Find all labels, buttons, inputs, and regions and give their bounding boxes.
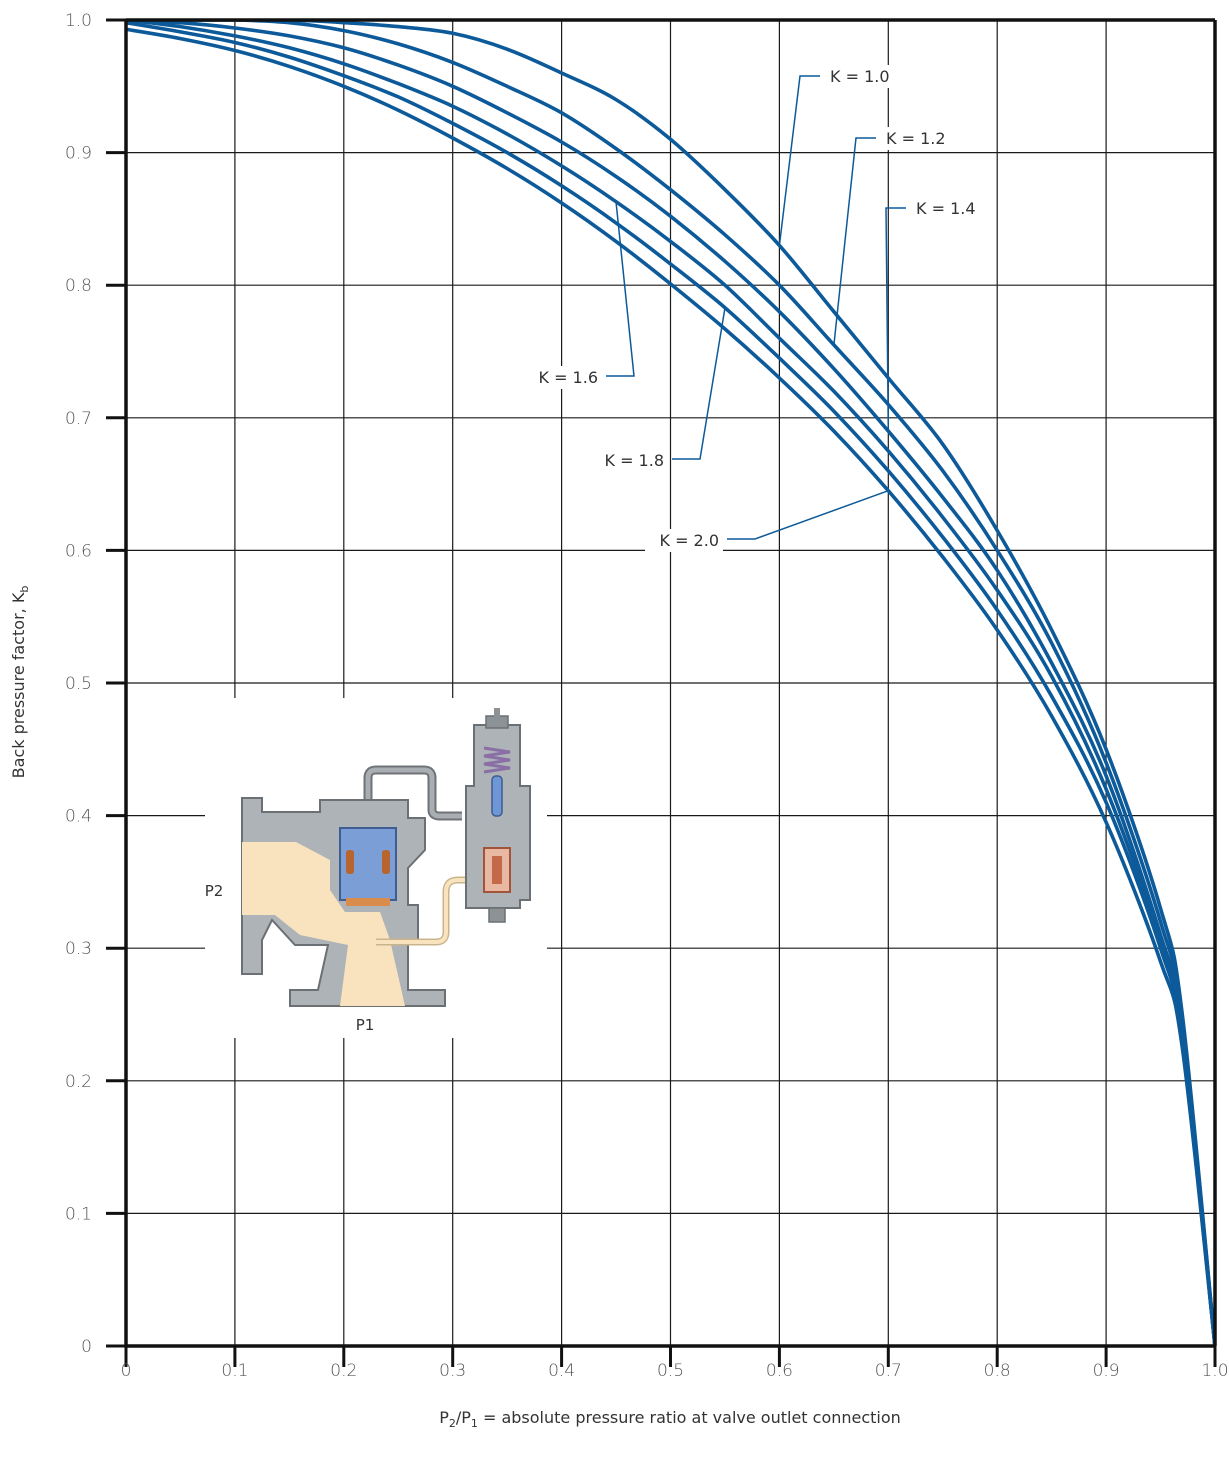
series-line-2 — [126, 20, 1215, 1346]
y-tick-label-2: 0.2 — [65, 1072, 92, 1092]
pilot-spring-icon — [483, 746, 511, 774]
y-tick-label-1: 0.1 — [65, 1204, 92, 1224]
callout-label-bg-2 — [912, 197, 990, 220]
callout-leader-3 — [606, 201, 635, 377]
valve-outlet-label: P2 — [205, 882, 224, 900]
x-axis-title-sub2: 1 — [471, 1417, 478, 1430]
x-tick-label-0: 0 — [121, 1361, 132, 1381]
series-line-3 — [126, 20, 1215, 1346]
y-axis-title-sub: b — [18, 586, 31, 593]
callout-label-5: K = 2.0 — [659, 531, 719, 550]
x-axis-title-main: P — [439, 1408, 449, 1427]
flow-passage-icon — [242, 842, 405, 1006]
callout-leader-5 — [727, 489, 889, 540]
callout-label-bg-0 — [826, 65, 904, 88]
callout-leader-4 — [672, 307, 726, 460]
valve-illustration — [205, 698, 547, 1038]
x-tick-label-3: 0.3 — [439, 1361, 466, 1381]
callouts: K = 1.0 K = 1.2 K = 1.4 K = 1.6 K = 1.8 K = 2… — [524, 65, 990, 552]
callout-leader-0 — [778, 75, 820, 246]
callout-label-1: K = 1.2 — [886, 129, 946, 148]
y-tick-label-5: 0.5 — [65, 674, 92, 694]
series-line-4 — [126, 20, 1215, 1346]
y-tick-label-9: 0.9 — [65, 144, 92, 164]
callout-leader-1 — [833, 137, 876, 345]
axes: 0 0.1 0.2 0.3 0.4 0.5 0.6 0.7 0.8 0.9 1.0 0 0.1 0.2 0.… — [65, 11, 1229, 1381]
x-tick-label-1: 0.1 — [221, 1361, 248, 1381]
x-tick-label-7: 0.7 — [875, 1361, 902, 1381]
y-axis-title: Back pressure factor, Kb — [9, 586, 31, 779]
callout-label-4: K = 1.8 — [604, 451, 664, 470]
series-line-5 — [126, 27, 1215, 1346]
grid-lines — [125, 19, 1216, 1347]
x-axis-title-sub1: 2 — [449, 1417, 456, 1430]
x-tick-label-5: 0.5 — [657, 1361, 684, 1381]
callout-label-0: K = 1.0 — [830, 67, 890, 86]
curves — [126, 20, 1215, 1346]
x-tick-label-9: 0.9 — [1093, 1361, 1120, 1381]
x-axis-title-mid: /P — [456, 1408, 471, 1427]
callout-label-3: K = 1.6 — [538, 368, 598, 387]
callout-label-bg-5 — [645, 529, 723, 552]
x-axis-title-rest: = absolute pressure ratio at valve outle… — [478, 1408, 901, 1427]
y-tick-label-3: 0.3 — [65, 939, 92, 959]
x-axis-title: P2/P1 = absolute pressure ratio at valve… — [439, 1408, 901, 1430]
x-tick-label-6: 0.6 — [766, 1361, 793, 1381]
callout-leader-2 — [885, 207, 906, 432]
y-tick-label-0: 0 — [81, 1337, 92, 1357]
y-tick-label-8: 0.8 — [65, 276, 92, 296]
valve-inlet-label: P1 — [356, 1016, 375, 1034]
series-line-1 — [126, 20, 1215, 1346]
x-tick-label-10: 1.0 — [1201, 1361, 1228, 1381]
callout-label-bg-1 — [882, 127, 960, 150]
callout-label-bg-3 — [524, 366, 602, 389]
y-tick-label-10: 1.0 — [65, 11, 92, 31]
y-axis-title-main: Back pressure factor, K — [9, 592, 28, 778]
y-tick-label-4: 0.4 — [65, 807, 92, 827]
series-line-0 — [126, 20, 1215, 1346]
callout-label-bg-4 — [590, 449, 668, 472]
x-tick-label-8: 0.8 — [984, 1361, 1011, 1381]
y-tick-label-7: 0.7 — [65, 409, 92, 429]
x-tick-label-4: 0.4 — [548, 1361, 575, 1381]
x-tick-label-2: 0.2 — [330, 1361, 357, 1381]
y-tick-label-6: 0.6 — [65, 541, 92, 561]
callout-label-2: K = 1.4 — [916, 199, 976, 218]
